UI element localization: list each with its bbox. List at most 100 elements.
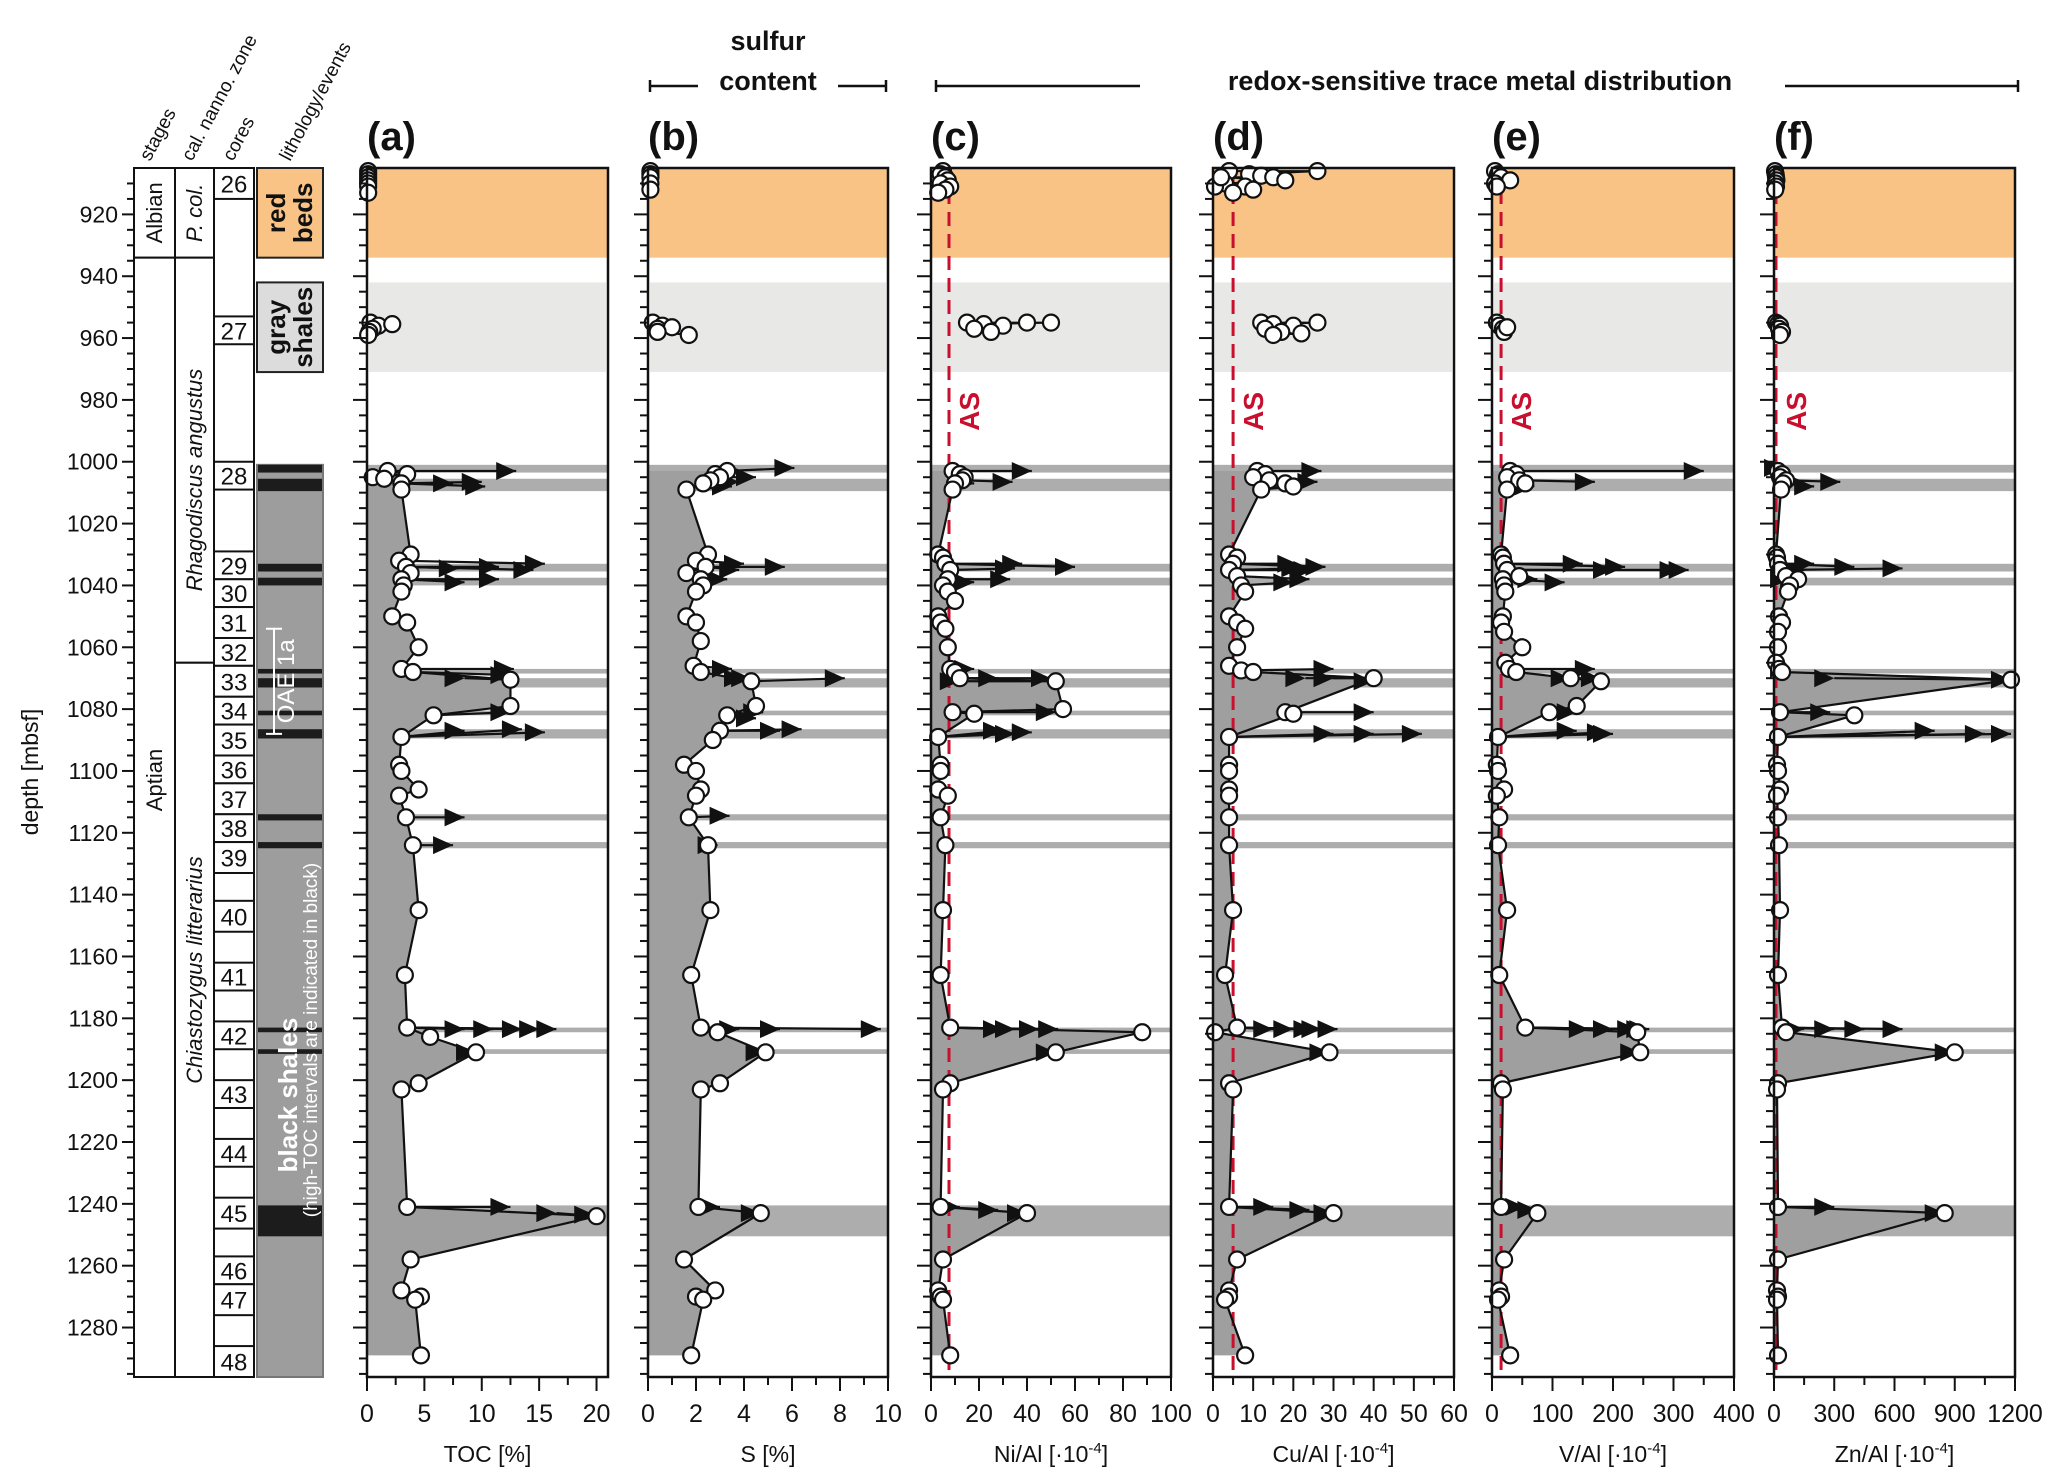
high-toc-arrow-marker xyxy=(978,669,999,688)
depth-tick-label: 1260 xyxy=(67,1253,118,1279)
high-toc-arrow-marker xyxy=(1011,723,1032,742)
core-cell xyxy=(213,1283,255,1317)
high-toc-arrow-marker xyxy=(1273,573,1294,592)
data-point xyxy=(701,900,720,920)
high-toc-arrow-marker xyxy=(465,477,486,496)
high-toc-arrow-marker xyxy=(995,559,1015,578)
black-interval xyxy=(258,478,322,492)
data-point xyxy=(1501,1346,1520,1365)
x-axis-label: V/Al [·10-4] xyxy=(1559,1440,1667,1467)
high-toc-arrow-marker xyxy=(1313,669,1334,688)
high-toc-arrow-marker xyxy=(992,472,1013,491)
high-toc-arrow-marker xyxy=(860,1020,881,1039)
x-tick-label: 0 xyxy=(1206,1400,1220,1428)
x-tick-label: 0 xyxy=(1485,1400,1499,1428)
gray-shales-band xyxy=(1215,282,1452,373)
red-beds-band xyxy=(1774,168,2015,258)
data-point xyxy=(1219,727,1239,747)
data-point xyxy=(587,1207,606,1226)
x-tick-label: 8 xyxy=(833,1400,847,1428)
core-label: 45 xyxy=(221,1201,248,1228)
data-point xyxy=(1215,965,1235,985)
high-toc-arrow-marker xyxy=(438,559,459,578)
data-point xyxy=(1276,171,1295,190)
data-point xyxy=(742,672,761,691)
depth-tick-label: 1160 xyxy=(69,943,118,969)
high-toc-band xyxy=(931,729,1171,739)
data-point xyxy=(409,780,428,799)
x-tick-label: 10 xyxy=(468,1400,496,1428)
data-point xyxy=(1205,1023,1225,1042)
data-point xyxy=(409,900,428,920)
black-shales-label: black shales xyxy=(273,1018,303,1173)
data-point xyxy=(1768,727,1788,747)
high-toc-arrow-marker xyxy=(1964,724,1985,743)
data-point xyxy=(1320,1043,1339,1062)
data-point xyxy=(1046,672,1065,691)
core-cell xyxy=(213,167,255,200)
data-point xyxy=(938,786,957,805)
data-point xyxy=(933,1080,953,1099)
core-label: 27 xyxy=(221,318,248,345)
x-axis-label: S [%] xyxy=(741,1441,796,1467)
data-point xyxy=(1227,1018,1247,1037)
data-point xyxy=(406,1290,425,1309)
high-toc-arrow-marker xyxy=(1035,1043,1056,1062)
high-toc-arrow-marker xyxy=(513,560,534,579)
high-toc-arrow-marker xyxy=(954,573,975,592)
core-cell xyxy=(213,723,255,757)
red-beds-band xyxy=(367,168,608,258)
data-point xyxy=(1017,313,1037,332)
shaded-area xyxy=(367,471,597,1356)
data-point xyxy=(1219,808,1239,827)
core-label: 42 xyxy=(221,1023,248,1050)
depth-tick-label: 980 xyxy=(80,387,118,413)
high-toc-arrow-marker xyxy=(995,724,1015,743)
core-label: 40 xyxy=(221,904,248,931)
data-point xyxy=(1223,1080,1243,1099)
data-point xyxy=(1244,180,1263,199)
high-toc-arrow-marker xyxy=(1517,1201,1538,1220)
core-cell xyxy=(213,578,255,609)
high-toc-band xyxy=(367,668,608,674)
data-point xyxy=(1308,161,1327,181)
x-tick-label: 15 xyxy=(525,1400,553,1428)
high-toc-arrow-marker xyxy=(1007,1204,1027,1223)
black-interval xyxy=(258,577,322,586)
data-point xyxy=(424,706,443,725)
panel-label: (b) xyxy=(648,115,699,159)
core-label: 29 xyxy=(221,553,248,580)
core-cell xyxy=(213,754,255,785)
high-toc-arrow-marker xyxy=(1317,1020,1338,1039)
high-toc-band xyxy=(931,577,1171,586)
x-tick-label: 100 xyxy=(1150,1400,1192,1428)
bracket: ] xyxy=(1388,1441,1394,1467)
depth-tick-label: 940 xyxy=(80,263,118,289)
x-axis-label: TOC [%] xyxy=(444,1441,532,1467)
data-point xyxy=(1540,703,1559,722)
x-tick-label: 10 xyxy=(1239,1400,1267,1428)
core-label: 44 xyxy=(221,1141,248,1168)
data-point xyxy=(751,1204,770,1223)
bracket: ] xyxy=(1102,1441,1108,1467)
gray-shales-band xyxy=(1494,282,1732,373)
data-point xyxy=(409,1074,428,1093)
high-toc-arrow-marker xyxy=(1924,1204,1945,1223)
high-toc-arrow-marker xyxy=(433,474,454,493)
shaded-area xyxy=(1213,471,1374,1356)
lithology-unit xyxy=(256,167,324,259)
high-toc-arrow-marker xyxy=(1834,557,1855,576)
high-toc-arrow-marker xyxy=(1301,462,1322,481)
data-point xyxy=(1516,1018,1535,1037)
stage-cell xyxy=(133,167,176,259)
high-toc-arrow-marker xyxy=(1568,1020,1589,1039)
data-point xyxy=(375,469,394,488)
x-tick-label: 30 xyxy=(1320,1400,1348,1428)
data-point xyxy=(398,613,417,632)
high-toc-band xyxy=(1774,814,2015,821)
x-tick-label: 60 xyxy=(1061,1400,1089,1428)
data-point xyxy=(1324,1204,1343,1223)
high-toc-arrow-marker xyxy=(709,806,730,825)
data-point xyxy=(756,1043,775,1062)
high-toc-arrow-marker xyxy=(1814,1197,1835,1216)
